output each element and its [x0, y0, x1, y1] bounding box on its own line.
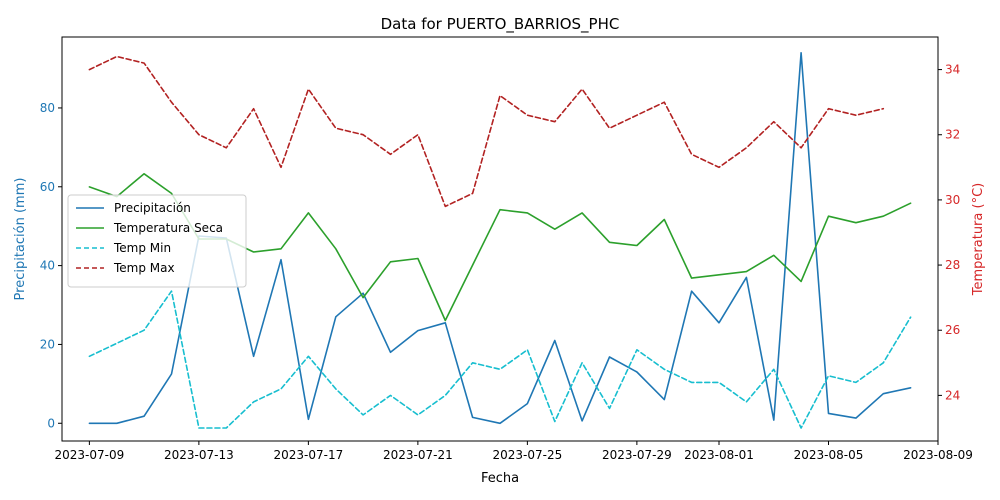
legend-label: Temp Min [113, 241, 171, 255]
y-left-tick-label: 40 [40, 259, 55, 273]
x-tick-label: 2023-07-29 [602, 448, 672, 462]
x-tick-label: 2023-07-25 [493, 448, 563, 462]
y-left-tick-label: 0 [47, 416, 55, 430]
series-line-3 [88, 290, 912, 429]
legend-label: Temp Max [113, 261, 175, 275]
y-right-tick-label: 30 [945, 193, 960, 207]
x-axis-title: Fecha [481, 471, 519, 486]
axis-layer: 2023-07-09 2023-07-13 2023-07-17 2023-07-21… [40, 36, 973, 462]
plot-frame [61, 36, 939, 442]
legend-label: Precipitación [114, 201, 191, 215]
legend-box [67, 194, 247, 288]
y-axis-right-title: Temperatura (°C) [971, 183, 986, 296]
legend-label: Temperatura Seca [113, 221, 223, 235]
y-left-tick-label: 80 [40, 101, 55, 115]
x-tick-label: 2023-08-09 [903, 448, 973, 462]
y-right-tick-label: 26 [945, 323, 960, 337]
y-right-tick-label: 34 [945, 63, 960, 77]
x-tick-label: 2023-07-21 [383, 448, 453, 462]
x-tick-label: 2023-07-17 [274, 448, 344, 462]
series-line-4 [88, 55, 885, 208]
legend: Precipitación Temperatura Seca Temp Min Tem… [67, 194, 247, 288]
x-tick-label: 2023-07-13 [164, 448, 234, 462]
y-axis-left-title: Precipitación (mm) [13, 178, 28, 301]
x-tick-label: 2023-07-09 [55, 448, 125, 462]
y-left-tick-label: 20 [40, 337, 55, 351]
y-right-tick-label: 32 [945, 128, 960, 142]
y-right-tick-label: 28 [945, 258, 960, 272]
x-tick-label: 2023-08-01 [684, 448, 754, 462]
chart-title: Data for PUERTO_BARRIOS_PHC [381, 15, 620, 34]
x-tick-label: 2023-08-05 [794, 448, 864, 462]
y-right-tick-label: 24 [945, 388, 960, 402]
y-left-tick-label: 60 [40, 180, 55, 194]
